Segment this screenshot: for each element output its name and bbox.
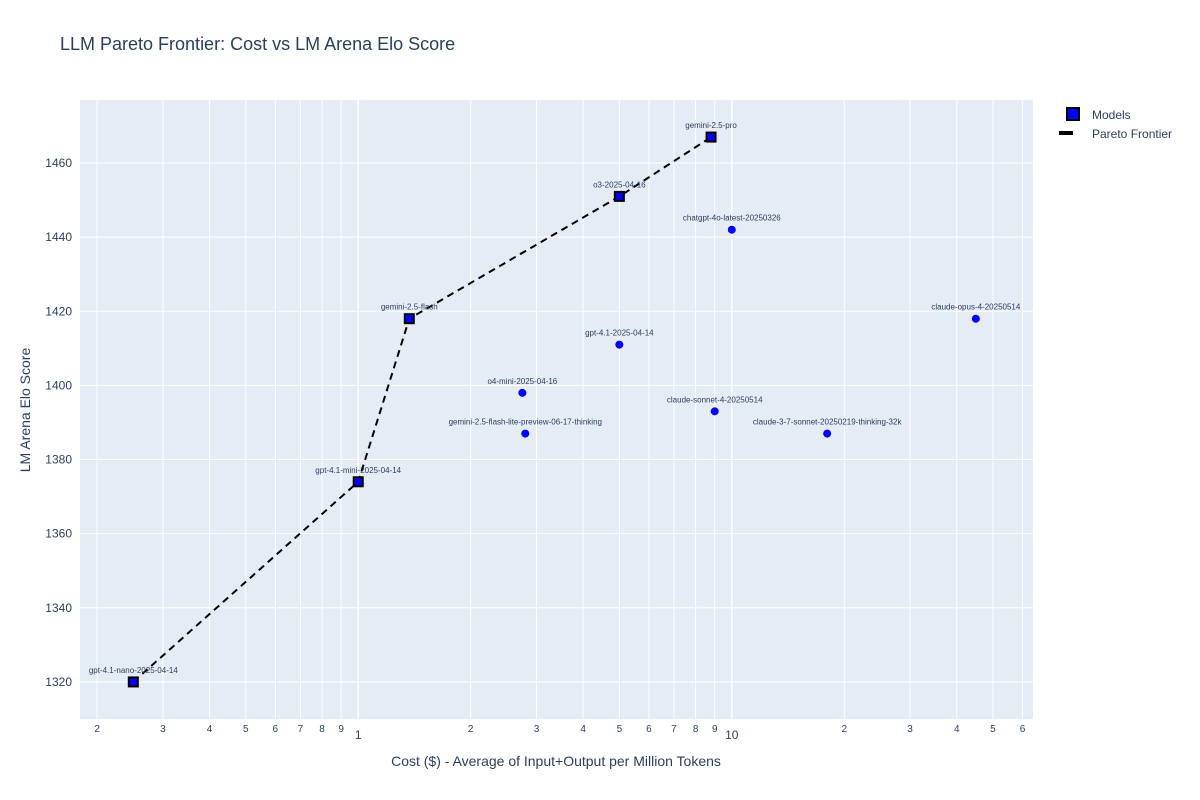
legend: Models Pareto Frontier	[1059, 107, 1172, 141]
point-label-gemini-2-5-flash: gemini-2.5-flash	[381, 303, 438, 312]
model-point-chatgpt-4o-latest-20250326[interactable]	[727, 225, 736, 234]
x-tick-label: 6	[1020, 724, 1026, 735]
x-tick-label: 6	[646, 724, 652, 735]
point-label-claude-sonnet-4-20250514: claude-sonnet-4-20250514	[667, 395, 763, 404]
x-tick-label: 5	[990, 724, 996, 735]
legend-label-frontier[interactable]: Pareto Frontier	[1092, 127, 1172, 141]
y-tick-label: 1400	[45, 378, 72, 392]
x-tick-label: 10	[725, 728, 739, 742]
model-point-claude-3-7-sonnet-20250219-thinking-32k[interactable]	[823, 429, 832, 438]
x-tick-label: 2	[94, 724, 100, 735]
x-tick-label: 7	[671, 724, 677, 735]
x-tick-label: 4	[207, 724, 213, 735]
point-label-chatgpt-4o-latest-20250326: chatgpt-4o-latest-20250326	[683, 214, 781, 223]
y-axis-title: LM Arena Elo Score	[17, 348, 33, 473]
chart-title: LLM Pareto Frontier: Cost vs LM Arena El…	[60, 34, 455, 54]
x-tick-label: 8	[319, 724, 325, 735]
frontier-point-gpt-4-1-mini-2025-04-14[interactable]	[352, 476, 364, 488]
x-tick-label: 3	[160, 724, 166, 735]
point-label-claude-opus-4-20250514: claude-opus-4-20250514	[931, 303, 1021, 312]
y-tick-label: 1440	[45, 230, 72, 244]
x-tick-label: 4	[580, 724, 586, 735]
x-tick-label: 5	[243, 724, 249, 735]
model-point-claude-sonnet-4-20250514[interactable]	[710, 407, 719, 416]
point-label-gpt-4-1-nano-2025-04-14: gpt-4.1-nano-2025-04-14	[89, 666, 179, 675]
x-tick-label: 8	[693, 724, 699, 735]
model-point-claude-opus-4-20250514[interactable]	[971, 314, 980, 323]
y-tick-label: 1460	[45, 156, 72, 170]
point-label-o3-2025-04-16: o3-2025-04-16	[593, 180, 646, 189]
x-tick-label: 9	[338, 724, 344, 735]
x-tick-label: 7	[298, 724, 304, 735]
x-tick-label: 3	[534, 724, 540, 735]
legend-label-models[interactable]: Models	[1092, 108, 1131, 122]
x-tick-label: 6	[273, 724, 279, 735]
frontier-point-gemini-2-5-flash[interactable]	[403, 313, 415, 325]
point-label-o4-mini-2025-04-16: o4-mini-2025-04-16	[487, 377, 557, 386]
x-axis-ticks: 2 3 4 5 6 7 8 9 1 2 3 4 5 6 7 8 9 10 2 3 4 5 6	[94, 724, 1025, 742]
x-tick-label: 2	[841, 724, 847, 735]
point-label-gemini-2-5-pro: gemini-2.5-pro	[685, 121, 737, 130]
y-tick-label: 1420	[45, 304, 72, 318]
x-tick-label: 3	[907, 724, 913, 735]
x-tick-label: 9	[712, 724, 718, 735]
frontier-point-gemini-2-5-pro[interactable]	[705, 131, 717, 143]
y-tick-label: 1360	[45, 527, 72, 541]
model-point-o4-mini-2025-04-16[interactable]	[518, 388, 527, 397]
model-point-gemini-2-5-flash-lite-preview-06-17-thinking[interactable]	[521, 429, 530, 438]
y-tick-label: 1340	[45, 601, 72, 615]
x-tick-label: 2	[468, 724, 474, 735]
legend-marker-models	[1066, 107, 1080, 121]
plot-area	[80, 100, 1033, 719]
y-tick-label: 1320	[45, 675, 72, 689]
point-label-gpt-4-1-2025-04-14: gpt-4.1-2025-04-14	[585, 329, 654, 338]
x-tick-label: 5	[617, 724, 623, 735]
x-tick-label: 4	[954, 724, 960, 735]
x-tick-label: 1	[355, 728, 362, 742]
model-point-gpt-4-1-2025-04-14[interactable]	[615, 340, 624, 349]
point-label-claude-3-7-sonnet-20250219-thinking-32k: claude-3-7-sonnet-20250219-thinking-32k	[753, 418, 903, 427]
point-label-gpt-4-1-mini-2025-04-14: gpt-4.1-mini-2025-04-14	[315, 466, 401, 475]
point-labels: gpt-4.1-nano-2025-04-14 gpt-4.1-mini-2025…	[89, 121, 1021, 675]
frontier-point-o3-2025-04-16[interactable]	[613, 190, 625, 202]
models-series	[127, 131, 980, 688]
y-tick-label: 1380	[45, 453, 72, 467]
point-label-gemini-2-5-flash-lite-preview-06-17-thinking: gemini-2.5-flash-lite-preview-06-17-thin…	[449, 418, 602, 427]
frontier-point-gpt-4-1-nano-2025-04-14[interactable]	[127, 676, 139, 688]
x-axis-title: Cost ($) - Average of Input+Output per M…	[391, 753, 721, 769]
y-axis-ticks: 1320 1340 1360 1380 1400 1420 1440 1460	[45, 156, 72, 689]
